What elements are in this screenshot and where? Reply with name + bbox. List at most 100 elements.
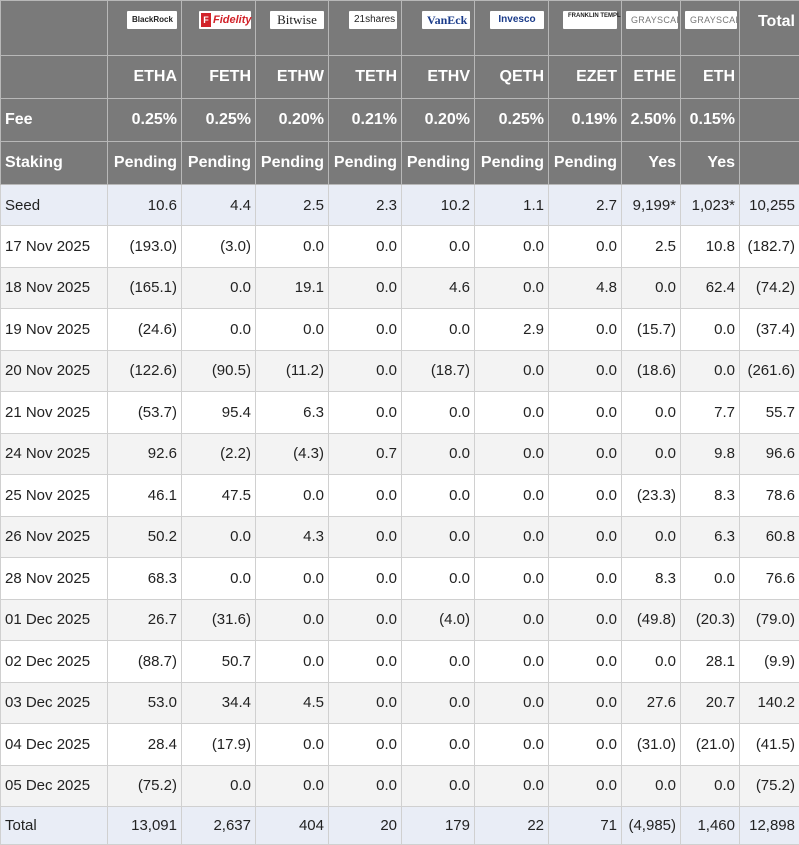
staking-cell: Pending xyxy=(402,142,475,185)
flow-value-cell: 9,199* xyxy=(622,185,681,226)
flow-value-cell: 10.2 xyxy=(402,185,475,226)
flow-value-cell: 0.0 xyxy=(329,475,402,517)
flow-value-cell: 2.9 xyxy=(475,309,549,351)
bitwise-logo-icon: Bitwise xyxy=(270,11,324,29)
flow-value-cell: (18.6) xyxy=(622,350,681,392)
flow-value-cell: 0.0 xyxy=(256,226,329,268)
staking-cell: Pending xyxy=(475,142,549,185)
flow-value-cell: 0.0 xyxy=(256,724,329,766)
invesco-logo-icon: Invesco xyxy=(490,11,544,29)
flow-value-cell: (3.0) xyxy=(182,226,256,268)
fee-cell: 2.50% xyxy=(622,99,681,142)
flow-value-cell: 2.5 xyxy=(256,185,329,226)
issuer-logo-cell: 21shares xyxy=(329,1,402,56)
fee-cell: 0.15% xyxy=(681,99,740,142)
flow-value-cell: 4.8 xyxy=(549,267,622,309)
flow-value-cell: 46.1 xyxy=(108,475,182,517)
flow-value-cell: 0.0 xyxy=(475,433,549,475)
flow-value-cell: 0.7 xyxy=(329,433,402,475)
flow-value-cell: (53.7) xyxy=(108,392,182,434)
flow-value-cell: 0.0 xyxy=(475,765,549,807)
flow-value-cell: 0.0 xyxy=(549,475,622,517)
flow-value-cell: 0.0 xyxy=(402,558,475,600)
flow-value-cell: 0.0 xyxy=(549,599,622,641)
flow-value-cell: (4.0) xyxy=(402,599,475,641)
flow-value-cell: 0.0 xyxy=(182,558,256,600)
flow-value-cell: (21.0) xyxy=(681,724,740,766)
fee-cell: 0.25% xyxy=(475,99,549,142)
flow-value-cell: (4.3) xyxy=(256,433,329,475)
flow-value-cell: 0.0 xyxy=(475,724,549,766)
ticker-cell: TETH xyxy=(329,56,402,99)
staking-cell: Pending xyxy=(549,142,622,185)
date-cell: 20 Nov 2025 xyxy=(1,350,108,392)
flow-value-cell: 0.0 xyxy=(402,433,475,475)
flow-value-cell: 0.0 xyxy=(549,309,622,351)
flow-value-cell: 0.0 xyxy=(402,724,475,766)
flow-value-cell: 0.0 xyxy=(182,267,256,309)
flow-value-cell: 0.0 xyxy=(622,765,681,807)
flow-value-cell: 0.0 xyxy=(475,558,549,600)
flow-value-cell: (20.3) xyxy=(681,599,740,641)
flow-value-cell: (122.6) xyxy=(108,350,182,392)
flow-value-cell: 28.1 xyxy=(681,641,740,683)
flow-value-cell: 19.1 xyxy=(256,267,329,309)
flow-value-cell: 0.0 xyxy=(681,309,740,351)
flow-value-cell: 0.0 xyxy=(182,516,256,558)
ticker-cell: QETH xyxy=(475,56,549,99)
flow-value-cell: 0.0 xyxy=(475,226,549,268)
flow-value-cell: (31.6) xyxy=(182,599,256,641)
flow-value-cell: 34.4 xyxy=(182,682,256,724)
flow-value-cell: 20 xyxy=(329,807,402,845)
flow-value-cell: 8.3 xyxy=(622,558,681,600)
vaneck-logo-icon: VanEck xyxy=(422,11,470,29)
staking-cell: Yes xyxy=(622,142,681,185)
21shares-logo-icon: 21shares xyxy=(349,11,397,29)
flow-value-cell: 0.0 xyxy=(329,392,402,434)
flow-value-cell: 10,255 xyxy=(740,185,799,226)
ticker-cell: EZET xyxy=(549,56,622,99)
flow-value-cell: 0.0 xyxy=(549,682,622,724)
flow-value-cell: 4.6 xyxy=(402,267,475,309)
fee-cell: 0.21% xyxy=(329,99,402,142)
flow-value-cell: 2,637 xyxy=(182,807,256,845)
flow-value-cell: (4,985) xyxy=(622,807,681,845)
flow-value-cell: 0.0 xyxy=(549,433,622,475)
flow-value-cell: 0.0 xyxy=(402,516,475,558)
flow-value-cell: 0.0 xyxy=(329,724,402,766)
flow-value-cell: (261.6) xyxy=(740,350,799,392)
table-row: 20 Nov 2025(122.6)(90.5)(11.2)0.0(18.7)0… xyxy=(1,350,799,392)
flow-value-cell: 0.0 xyxy=(475,516,549,558)
fee-cell: 0.25% xyxy=(182,99,256,142)
flow-value-cell: (24.6) xyxy=(108,309,182,351)
flow-value-cell: 6.3 xyxy=(256,392,329,434)
staking-cell: Pending xyxy=(108,142,182,185)
flow-value-cell: 71 xyxy=(549,807,622,845)
flow-value-cell: 0.0 xyxy=(256,765,329,807)
flow-value-cell: 22 xyxy=(475,807,549,845)
flow-value-cell: 0.0 xyxy=(402,475,475,517)
flow-value-cell: (75.2) xyxy=(108,765,182,807)
flow-value-cell: 0.0 xyxy=(256,309,329,351)
flow-value-cell: 0.0 xyxy=(549,516,622,558)
flow-value-cell: 0.0 xyxy=(475,682,549,724)
flow-value-cell: 96.6 xyxy=(740,433,799,475)
flow-value-cell: 0.0 xyxy=(182,309,256,351)
flow-value-cell: 0.0 xyxy=(402,682,475,724)
flow-value-cell: 0.0 xyxy=(402,226,475,268)
flow-value-cell: 68.3 xyxy=(108,558,182,600)
flow-value-cell: 2.5 xyxy=(622,226,681,268)
fee-cell: 0.19% xyxy=(549,99,622,142)
flow-value-cell: 0.0 xyxy=(329,226,402,268)
date-cell: 02 Dec 2025 xyxy=(1,641,108,683)
ticker-cell: ETHA xyxy=(108,56,182,99)
flow-value-cell: 62.4 xyxy=(681,267,740,309)
